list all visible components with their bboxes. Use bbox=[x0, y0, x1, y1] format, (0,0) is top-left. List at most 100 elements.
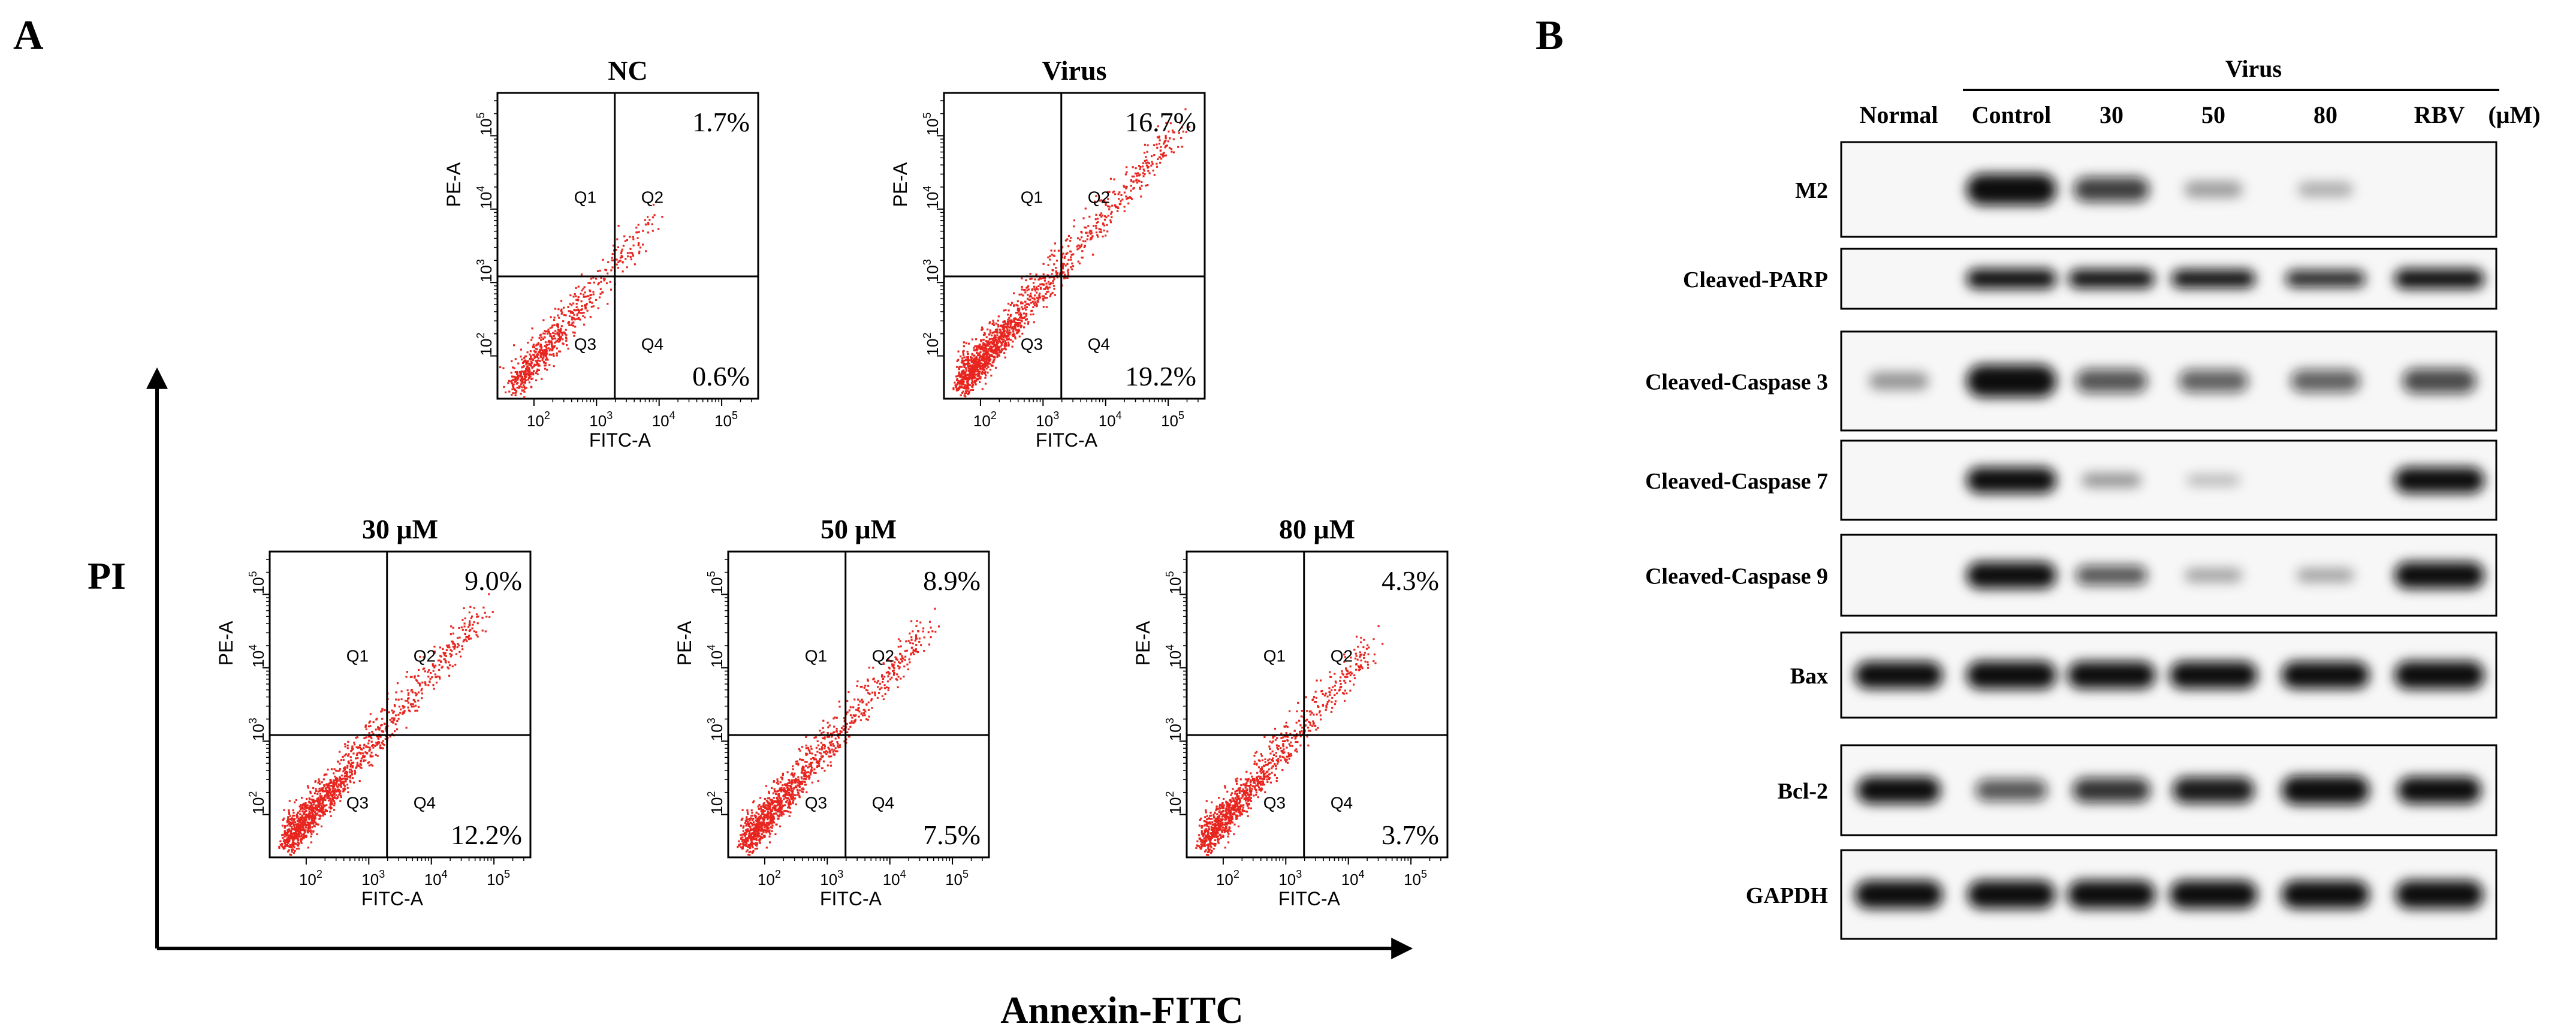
blot-band bbox=[2186, 474, 2240, 487]
x-tick-label: 102 bbox=[299, 868, 322, 889]
blot-frame bbox=[1840, 849, 2497, 940]
x-tick-label: 103 bbox=[820, 868, 843, 889]
blot-band bbox=[2169, 880, 2258, 909]
quadrant-label: Q4 bbox=[641, 335, 663, 353]
scatter-dots bbox=[1195, 625, 1384, 856]
blot-band bbox=[1966, 661, 2056, 689]
blot-bands bbox=[1857, 775, 2481, 805]
quadrant-label: Q4 bbox=[1331, 793, 1353, 812]
panel-a: A PI Annexin-FITC NC Q1 Q2 Q3 Q4 1.7% 0.6% 102 1… bbox=[13, 13, 1449, 1031]
lane-label: 80 bbox=[2313, 101, 2337, 128]
y-tick-label: 105 bbox=[921, 112, 942, 135]
lane-label: Control bbox=[1972, 101, 2052, 128]
blot-band bbox=[2281, 880, 2370, 909]
blot-label: M2 bbox=[1795, 178, 1828, 203]
flow-plot: Virus Q1 Q2 Q3 Q4 16.7% 19.2% 102 103 104 105 FITC-… bbox=[889, 55, 1206, 451]
blot-frame bbox=[1840, 744, 2497, 836]
y-axis-title: PE-A bbox=[889, 162, 911, 207]
lane-label: 50 bbox=[2201, 101, 2225, 128]
blot-band bbox=[2073, 778, 2150, 803]
blot-bands bbox=[1854, 880, 2484, 909]
quadrant-label: Q1 bbox=[1263, 647, 1286, 665]
scatter-dots bbox=[737, 607, 940, 856]
pi-axis-label: PI bbox=[88, 555, 126, 597]
quadrant-label: Q3 bbox=[346, 793, 369, 812]
unit-label: (μM) bbox=[2488, 101, 2540, 128]
blot-bands bbox=[1869, 365, 2477, 397]
quadrant-label: Q3 bbox=[574, 335, 596, 353]
flow-plots: NC Q1 Q2 Q3 Q4 1.7% 0.6% 102 103 104 105 FITC-A 102 1… bbox=[215, 55, 1449, 909]
blot-band bbox=[2395, 880, 2484, 909]
x-tick-label: 103 bbox=[1278, 868, 1302, 889]
flow-plot-frame bbox=[496, 92, 759, 400]
blot-band bbox=[2394, 467, 2484, 493]
x-tick-label: 102 bbox=[1216, 868, 1239, 889]
quadrant-label: Q4 bbox=[872, 793, 894, 812]
x-tick-label: 104 bbox=[883, 868, 906, 889]
y-tick-label: 103 bbox=[705, 718, 726, 741]
q2-percentage: 16.7% bbox=[1125, 107, 1196, 137]
y-tick-label: 102 bbox=[921, 333, 942, 356]
x-tick-label: 104 bbox=[1099, 409, 1122, 430]
blot-label: Cleaved-Caspase 9 bbox=[1645, 564, 1828, 589]
flow-plot-title: NC bbox=[608, 55, 647, 86]
blot-band bbox=[2076, 565, 2147, 585]
lane-labels: Normal Control 30 50 80 RBV bbox=[1859, 101, 2465, 128]
q2-percentage: 9.0% bbox=[464, 565, 522, 596]
panel-a-letter: A bbox=[13, 13, 44, 59]
blot-frame bbox=[1840, 330, 2497, 432]
blot-band bbox=[2297, 568, 2354, 583]
flow-plot-title: 50 μM bbox=[821, 514, 897, 544]
panel-b-letter: B bbox=[1536, 13, 1564, 59]
quadrant-label: Q2 bbox=[641, 188, 663, 207]
q2-percentage: 1.7% bbox=[692, 107, 750, 137]
blot-label: Bcl-2 bbox=[1778, 779, 1828, 804]
blot-band bbox=[1966, 365, 2056, 397]
flow-plot-frame bbox=[943, 92, 1206, 400]
x-tick-label: 102 bbox=[758, 868, 781, 889]
x-axis-title: FITC-A bbox=[1278, 888, 1341, 909]
blot-bands bbox=[1966, 562, 2484, 589]
blot-band bbox=[1857, 776, 1941, 804]
blot-band bbox=[2073, 177, 2150, 202]
blot-band bbox=[2402, 368, 2477, 394]
y-tick-label: 102 bbox=[475, 333, 495, 356]
scatter-dots bbox=[952, 108, 1191, 397]
blot-band bbox=[2281, 775, 2370, 805]
quadrant-label: Q2 bbox=[1331, 647, 1353, 665]
blot-bands bbox=[1854, 661, 2484, 689]
x-tick-label: 103 bbox=[1036, 409, 1059, 430]
blot-band bbox=[2297, 182, 2354, 197]
y-tick-label: 105 bbox=[1164, 571, 1184, 594]
blot-band bbox=[2067, 661, 2156, 689]
blot-bands bbox=[1966, 173, 2354, 206]
x-tick-label: 102 bbox=[973, 409, 997, 430]
blot-label: Cleaved-PARP bbox=[1683, 267, 1828, 293]
y-tick-label: 104 bbox=[1164, 645, 1184, 668]
quadrant-label: Q2 bbox=[872, 647, 894, 665]
x-tick-label: 104 bbox=[1341, 868, 1365, 889]
blot-band bbox=[2068, 269, 2155, 288]
blot-frame bbox=[1840, 248, 2497, 310]
blot-band bbox=[1966, 173, 2056, 206]
panel-b: B Virus (μM) Normal Control 30 50 80 RBV M2 Cl… bbox=[1536, 13, 2541, 940]
x-tick-label: 103 bbox=[361, 868, 385, 889]
blot-frame bbox=[1840, 439, 2497, 521]
blot-row: Bax bbox=[1790, 631, 2497, 719]
x-tick-label: 105 bbox=[714, 409, 738, 430]
blot-band bbox=[2076, 369, 2147, 393]
x-tick-label: 104 bbox=[652, 409, 675, 430]
y-tick-label: 102 bbox=[705, 791, 726, 815]
western-blots: M2 Cleaved-PARP Cleaved-Caspase 3 Cleaved-C… bbox=[1645, 141, 2497, 940]
x-tick-label: 104 bbox=[424, 868, 448, 889]
x-tick-label: 105 bbox=[1161, 409, 1184, 430]
y-tick-label: 104 bbox=[921, 186, 942, 209]
annexin-axis-label: Annexin-FITC bbox=[1000, 989, 1243, 1031]
q4-percentage: 7.5% bbox=[923, 820, 981, 850]
blot-label: Cleaved-Caspase 7 bbox=[1645, 469, 1828, 494]
blot-band bbox=[2178, 369, 2249, 393]
blot-band bbox=[2171, 269, 2255, 288]
y-tick-label: 105 bbox=[705, 571, 726, 594]
